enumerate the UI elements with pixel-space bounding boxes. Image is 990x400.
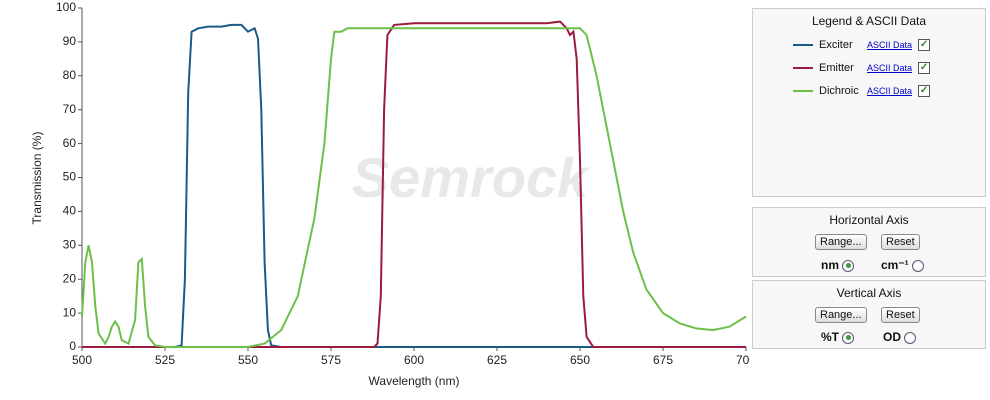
range-button[interactable]: Range... <box>815 234 867 250</box>
x-tick-label: 500 <box>72 353 92 367</box>
y-tick-label: 20 <box>63 271 77 285</box>
y-tick-label: 90 <box>63 34 77 48</box>
checkbox[interactable]: ✓ <box>918 85 931 98</box>
y-tick-label: 60 <box>63 136 77 150</box>
legend-label: Exciter <box>819 39 853 51</box>
chart: Semrock Wavelength (nm) Transmission (%)… <box>30 0 750 388</box>
legend-swatch <box>793 67 813 70</box>
legend-entry: Dichroic ASCII Data ✓ <box>793 83 931 99</box>
x-tick-label: 625 <box>487 353 507 367</box>
ascii-data-link[interactable]: ASCII Data <box>867 63 913 73</box>
y-tick-label: 0 <box>69 339 76 353</box>
legend-entry: Exciter ASCII Data ✓ <box>793 37 931 53</box>
x-tick-label: 550 <box>238 353 258 367</box>
panel-title: Horizontal Axis <box>829 213 909 227</box>
option-label: cm⁻¹ <box>881 258 909 272</box>
x-tick-label: 650 <box>570 353 590 367</box>
panel-title: Legend & ASCII Data <box>811 14 927 28</box>
x-tick-label: 675 <box>653 353 673 367</box>
legend-entry: Emitter ASCII Data ✓ <box>793 60 931 76</box>
range-button[interactable]: Range... <box>815 307 867 323</box>
y-tick-label: 10 <box>63 305 77 319</box>
y-axis-label: Transmission (%) <box>30 132 44 225</box>
y-tick-label: 40 <box>63 204 77 218</box>
x-tick-label: 575 <box>321 353 341 367</box>
reset-button[interactable]: Reset <box>881 307 920 323</box>
panel-title: Vertical Axis <box>836 286 902 300</box>
vertical-axis-panel: Vertical Axis Range... Reset %T OD <box>752 280 986 349</box>
y-tick-label: 70 <box>63 102 77 116</box>
horizontal-axis-panel: Horizontal Axis Range... Reset nm cm⁻¹ <box>752 207 986 277</box>
checkbox[interactable]: ✓ <box>918 39 931 52</box>
series-line <box>82 20 746 348</box>
radio[interactable] <box>842 331 855 344</box>
radio[interactable] <box>842 259 855 272</box>
legend-panel: Legend & ASCII Data Exciter ASCII Data ✓ Em… <box>752 8 986 197</box>
x-axis-label: Wavelength (nm) <box>369 374 460 388</box>
y-tick-label: 100 <box>56 0 76 14</box>
legend-label: Emitter <box>819 62 854 74</box>
option-label: %T <box>821 330 839 344</box>
series-line <box>82 23 746 348</box>
y-tick-label: 50 <box>63 170 77 184</box>
series-line <box>81 27 747 348</box>
radio[interactable] <box>912 259 925 272</box>
option-label: OD <box>883 330 901 344</box>
x-tick-label: 600 <box>404 353 424 367</box>
ascii-data-link[interactable]: ASCII Data <box>867 40 913 50</box>
x-tick-label: 700 <box>736 353 750 367</box>
legend-swatch <box>793 90 813 93</box>
x-tick-label: 525 <box>155 353 175 367</box>
ascii-data-link[interactable]: ASCII Data <box>867 86 913 96</box>
legend-label: Dichroic <box>819 85 859 97</box>
reset-button[interactable]: Reset <box>881 234 920 250</box>
y-tick-label: 30 <box>63 237 77 251</box>
checkbox[interactable]: ✓ <box>918 62 931 75</box>
radio[interactable] <box>904 331 917 344</box>
legend-swatch <box>793 44 813 47</box>
y-tick-label: 80 <box>63 68 77 82</box>
watermark: Semrock <box>352 146 591 209</box>
option-label: nm <box>821 258 839 272</box>
